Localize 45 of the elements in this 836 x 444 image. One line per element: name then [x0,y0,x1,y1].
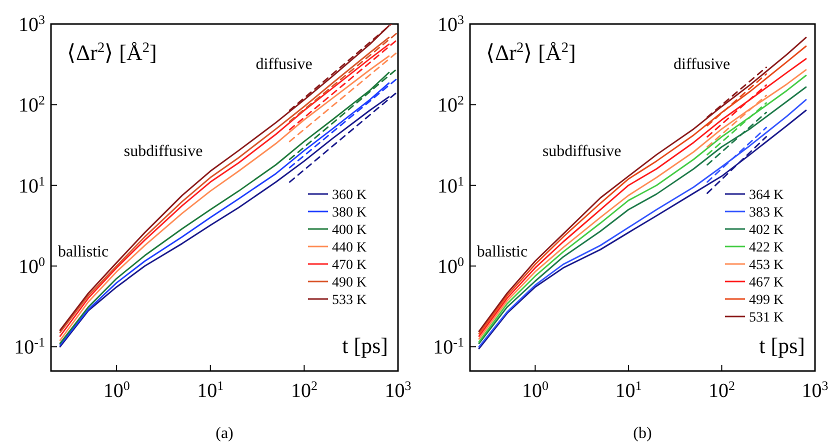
x-tick-label: 10$^{3}$ [802,378,828,402]
y-tick-label: 10$^{2}$ [438,92,464,117]
x-tick-label: 10$^{2}$ [290,378,318,402]
x-tick-label: 10$^{0}$ [103,378,130,402]
y-tick-label: 10$^{1}$ [438,172,464,198]
text: (b) [633,425,652,442]
x-axis-title: t [ps] [759,333,805,358]
legend-label: 490 K [332,275,367,290]
legend-label: 360 K [332,188,367,203]
y-axis-title: ⟨Δr$^{2}$⟩ [Å$^{2}$] [486,40,576,65]
text: (a) [216,425,234,442]
legend-label: 533 K [332,292,367,308]
legend-label: 531 K [749,310,784,326]
y-tick-label: 10$^{3}$ [438,12,464,36]
x-tick-label: 10$^{2}$ [708,378,735,402]
legend-label: 467 K [749,275,784,290]
legend-label: 383 K [749,205,784,220]
y-tick-label: 10$^{0}$ [438,254,464,278]
y-tick-label: 10$^{-1}$ [14,334,45,359]
annotation: diffusive [674,56,730,74]
legend-label: 400 K [332,222,367,238]
annotation: subdiffusive [542,142,622,160]
annotation: ballistic [476,243,528,260]
annotation: ballistic [58,243,109,260]
x-tick-label: 10$^{1}$ [197,378,224,402]
x-axis-title: t [ps] [342,333,388,358]
legend-label: 402 K [749,222,784,238]
y-axis-title: ⟨Δr$^{2}$⟩ [Å$^{2}$] [67,40,157,65]
legend-label: 470 K [332,258,367,273]
x-tick-label: 10$^{0}$ [522,378,548,402]
annotation: subdiffusive [124,142,203,160]
legend-label: 422 K [749,240,784,256]
annotation: diffusive [256,56,312,74]
legend-label: 499 K [749,292,784,308]
y-tick-label: 10$^{1}$ [18,172,45,198]
legend-label: 364 K [749,188,784,203]
y-tick-label: 10$^{-1}$ [433,334,464,359]
legend-label: 380 K [332,205,367,220]
y-tick-label: 10$^{3}$ [18,12,45,36]
legend-label: 440 K [332,240,367,256]
y-tick-label: 10$^{2}$ [18,92,45,117]
x-tick-label: 10$^{1}$ [615,378,642,402]
x-tick-label: 10$^{3}$ [384,378,412,402]
legend-label: 453 K [749,258,784,273]
y-tick-label: 10$^{0}$ [18,254,45,278]
